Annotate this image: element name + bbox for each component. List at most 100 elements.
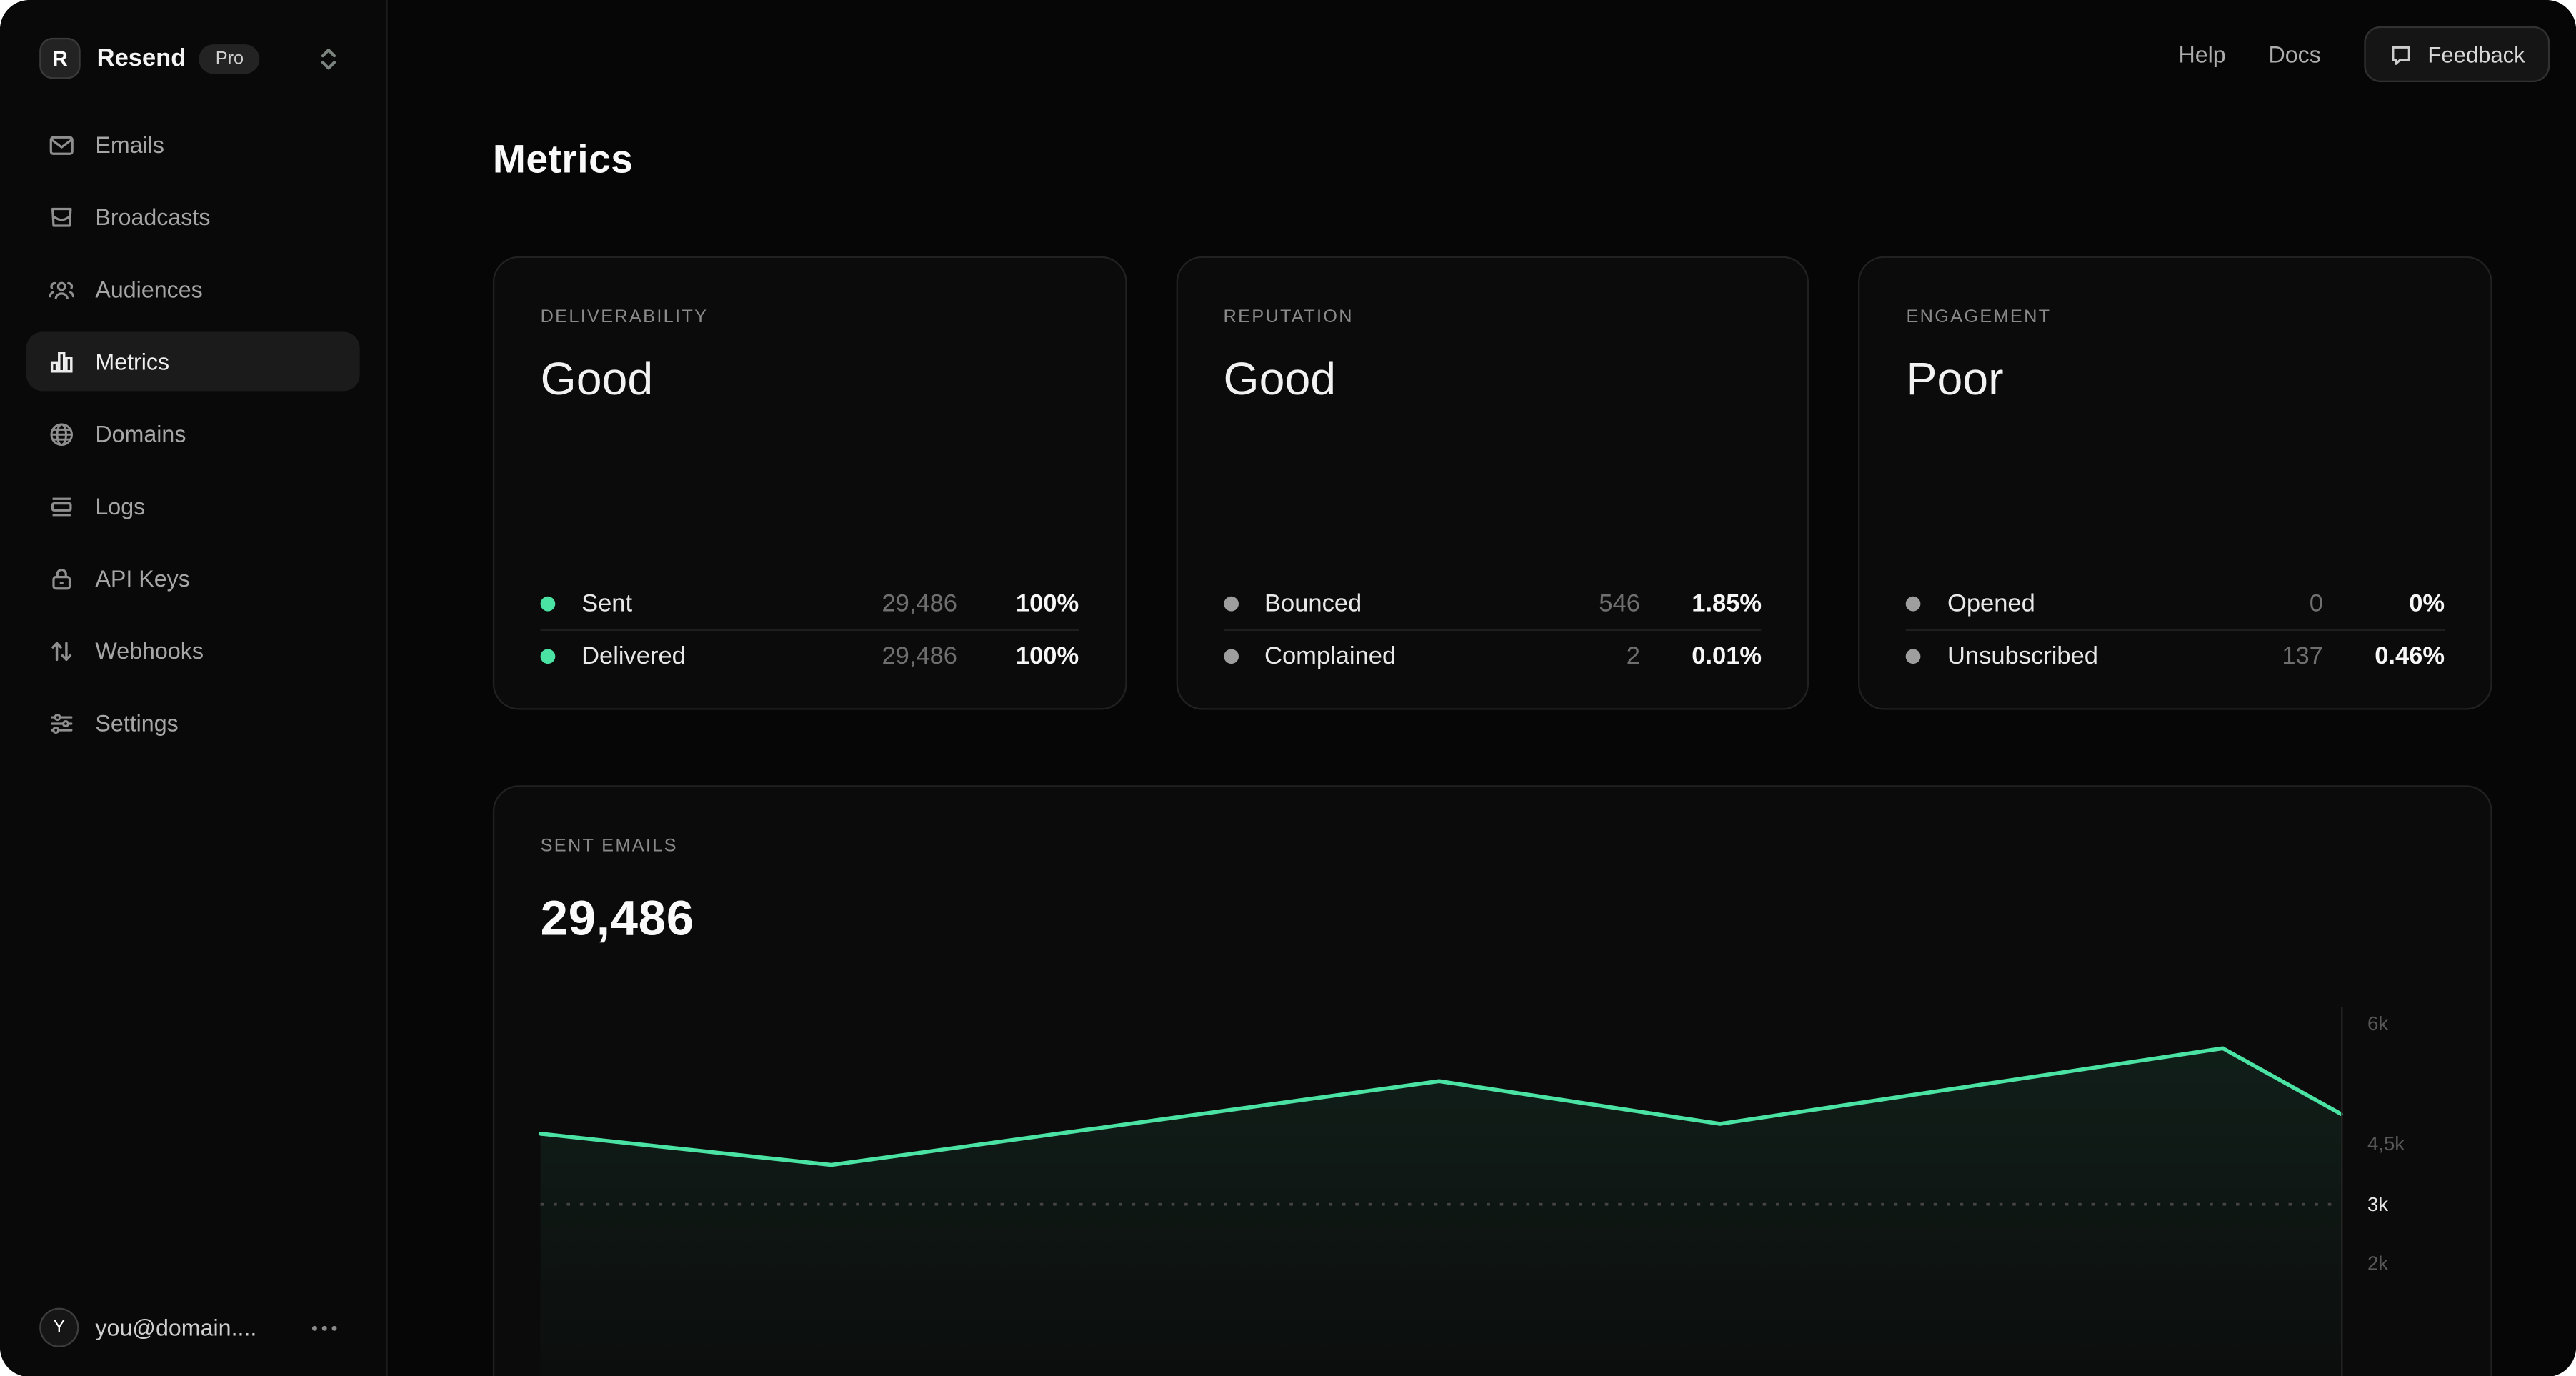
sidebar-nav: Emails Broadcasts Audien xyxy=(0,115,386,752)
deliverability-card: DELIVERABILITY Good Sent 29,486 100% Del… xyxy=(492,256,1127,710)
globe-icon xyxy=(46,420,75,448)
status-value: Poor xyxy=(1906,353,2004,404)
sidebar-item-label: Broadcasts xyxy=(95,204,211,230)
status-value: Good xyxy=(540,353,654,404)
status-value: Good xyxy=(1223,353,1337,404)
docs-link[interactable]: Docs xyxy=(2268,41,2321,68)
sidebar-item-domains[interactable]: Domains xyxy=(26,404,360,464)
card-label: DELIVERABILITY xyxy=(540,307,709,327)
metric-label: Delivered xyxy=(581,642,686,671)
sidebar-item-logs[interactable]: Logs xyxy=(26,477,360,536)
metric-count: 137 xyxy=(2282,642,2323,671)
metric-percent: 1.85% xyxy=(1692,589,1762,618)
user-email: you@domain.... xyxy=(95,1314,257,1341)
card-label: ENGAGEMENT xyxy=(1906,307,2052,327)
row-divider xyxy=(1906,629,2445,632)
sidebar-item-metrics[interactable]: Metrics xyxy=(26,331,360,392)
broadcast-tray-icon xyxy=(46,203,75,231)
chevron-up-down-icon xyxy=(317,45,340,71)
y-tick-label: 4,5k xyxy=(2367,1132,2405,1155)
help-link[interactable]: Help xyxy=(2178,41,2226,68)
y-tick-label: 2k xyxy=(2367,1252,2389,1275)
sidebar-item-label: Emails xyxy=(95,131,165,158)
avatar-initial: Y xyxy=(53,1317,66,1337)
y-tick-label: 6k xyxy=(2367,1012,2389,1035)
metric-rows: Opened 0 0% Unsubscribed 137 0.46% xyxy=(1906,579,2445,682)
metric-percent: 100% xyxy=(1015,642,1079,671)
page-title: Metrics xyxy=(492,138,634,183)
metric-label: Unsubscribed xyxy=(1947,642,2098,671)
metric-label: Sent xyxy=(581,589,633,618)
people-icon xyxy=(46,275,75,303)
row-divider xyxy=(540,629,1079,632)
metric-cards-row: DELIVERABILITY Good Sent 29,486 100% Del… xyxy=(492,256,2492,710)
workspace-switcher[interactable]: R Resend Pro xyxy=(0,0,386,95)
status-dot-gray xyxy=(1906,596,1922,612)
sidebar: R Resend Pro Emails xyxy=(0,0,388,1376)
status-dot-green xyxy=(540,649,556,664)
sent-emails-line-chart[interactable]: 6k 4,5k 3k 2k xyxy=(538,1004,2448,1376)
plan-badge: Pro xyxy=(199,43,261,74)
status-dot-gray xyxy=(1223,649,1239,664)
metric-count: 29,486 xyxy=(882,642,957,671)
metric-count: 2 xyxy=(1626,642,1640,671)
metric-rows: Bounced 546 1.85% Complained 2 0.01% xyxy=(1223,579,1762,682)
sidebar-item-settings[interactable]: Settings xyxy=(26,693,360,752)
logo-letter: R xyxy=(52,46,68,71)
feedback-bubble-icon xyxy=(2388,42,2412,66)
bar-chart-icon xyxy=(46,347,75,375)
metric-row: Unsubscribed 137 0.46% xyxy=(1906,631,2445,682)
arrows-up-down-icon xyxy=(46,637,75,664)
metric-count: 29,486 xyxy=(882,589,957,618)
metric-rows: Sent 29,486 100% Delivered 29,486 100% xyxy=(540,579,1079,682)
status-dot-gray xyxy=(1906,649,1922,664)
metric-count: 546 xyxy=(1599,589,1640,618)
list-rows-icon xyxy=(46,492,75,520)
sidebar-item-broadcasts[interactable]: Broadcasts xyxy=(26,187,360,246)
user-menu[interactable]: Y you@domain.... xyxy=(0,1298,386,1357)
main-content: Help Docs Feedback Metrics DELIVERABILIT… xyxy=(387,0,2576,1376)
metric-row: Complained 2 0.01% xyxy=(1223,631,1762,682)
ellipsis-icon[interactable] xyxy=(311,1325,337,1330)
y-tick-label: 3k xyxy=(2367,1192,2389,1216)
sidebar-item-label: Audiences xyxy=(95,276,203,303)
metric-count: 0 xyxy=(2309,589,2323,618)
sidebar-item-api-keys[interactable]: API Keys xyxy=(26,549,360,608)
metric-percent: 100% xyxy=(1015,589,1079,618)
metric-percent: 0.01% xyxy=(1692,642,1762,671)
sent-series-line xyxy=(538,1046,2343,1167)
brand-name: Resend xyxy=(96,44,186,73)
card-label: SENT EMAILS xyxy=(540,836,678,857)
sent-emails-total: 29,486 xyxy=(540,892,694,947)
avatar: Y xyxy=(39,1307,79,1347)
row-divider xyxy=(1223,629,1762,632)
metric-row: Delivered 29,486 100% xyxy=(540,631,1079,682)
envelope-icon xyxy=(46,131,75,159)
chart-area-fill xyxy=(540,1048,2342,1376)
sidebar-item-label: Webhooks xyxy=(95,637,204,664)
feedback-label: Feedback xyxy=(2427,41,2525,67)
status-dot-gray xyxy=(1223,596,1239,612)
metric-percent: 0% xyxy=(2409,589,2445,618)
metric-percent: 0.46% xyxy=(2375,642,2445,671)
sidebar-item-label: API Keys xyxy=(95,565,190,592)
metric-label: Bounced xyxy=(1264,589,1362,618)
metric-label: Complained xyxy=(1264,642,1397,671)
engagement-card: ENGAGEMENT Poor Opened 0 0% Unsubscribed… xyxy=(1858,256,2492,710)
lock-icon xyxy=(46,564,75,592)
resend-logo: R xyxy=(39,37,81,79)
sidebar-item-label: Logs xyxy=(95,492,146,519)
topbar: Help Docs Feedback xyxy=(2178,26,2550,82)
sidebar-item-webhooks[interactable]: Webhooks xyxy=(26,621,360,680)
metric-row: Sent 29,486 100% xyxy=(540,579,1079,629)
sidebar-item-label: Metrics xyxy=(95,348,170,375)
feedback-button[interactable]: Feedback xyxy=(2363,26,2550,82)
card-label: REPUTATION xyxy=(1223,307,1354,327)
sidebar-item-label: Settings xyxy=(95,709,179,737)
sidebar-item-label: Domains xyxy=(95,420,186,447)
sidebar-item-audiences[interactable]: Audiences xyxy=(26,259,360,319)
metric-row: Opened 0 0% xyxy=(1906,579,2445,629)
reputation-card: REPUTATION Good Bounced 546 1.85% Compla… xyxy=(1175,256,1809,710)
sidebar-item-emails[interactable]: Emails xyxy=(26,115,360,174)
